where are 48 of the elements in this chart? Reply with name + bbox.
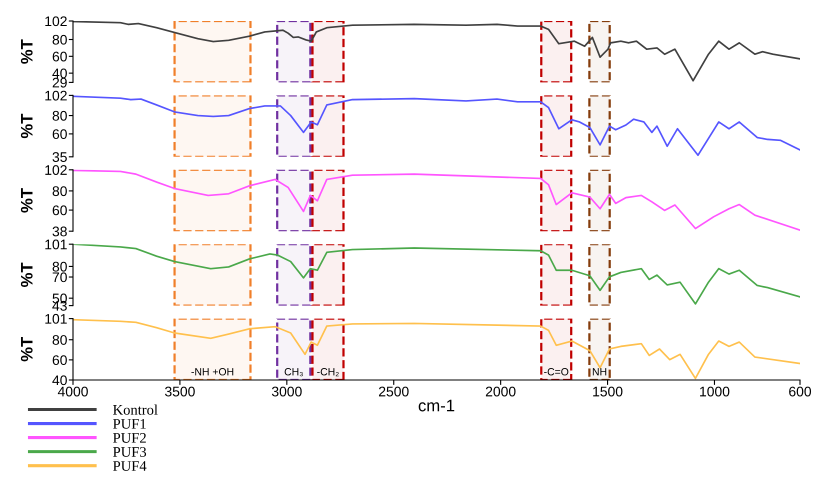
y-tick-label: 60 (52, 355, 67, 366)
y-axis-title: %T (20, 39, 33, 64)
y-tick-label: 38 (52, 226, 67, 236)
legend-label: PUF4 (113, 461, 146, 471)
y-tick-label: 40 (52, 375, 67, 386)
y-tick-label: 102 (45, 90, 67, 101)
y-tick-label: 80 (52, 34, 67, 45)
y-tick-label: 101 (45, 240, 67, 250)
x-tick-label: 4000 (58, 386, 88, 396)
y-tick-label: 102 (45, 165, 67, 175)
y-tick-label: 80 (52, 186, 67, 196)
line-series (73, 95, 800, 156)
band-label: CH₃ (284, 368, 303, 376)
y-tick-label: 40 (52, 68, 67, 78)
y-tick-label: 60 (52, 129, 67, 140)
x-tick-label: 1000 (700, 386, 730, 396)
x-tick-label: 2500 (378, 386, 409, 396)
y-tick-label: 70 (52, 272, 67, 282)
y-tick-label: 60 (52, 205, 67, 216)
y-tick-label: 102 (45, 16, 67, 26)
y-tick-label: 29 (52, 78, 67, 88)
x-tick-label: 1500 (593, 386, 622, 396)
legend-label: PUF3 (113, 447, 146, 457)
band-label: -NH +OH (191, 368, 234, 376)
y-tick-label: 101 (45, 314, 67, 324)
y-axis-title: %T (20, 262, 33, 287)
x-tick-label: 2000 (486, 386, 516, 396)
legend-label: PUF1 (113, 419, 146, 429)
y-axis-title: %T (20, 188, 33, 213)
y-tick-label: 80 (52, 110, 67, 121)
legend-label: Kontrol (113, 404, 158, 415)
line-series (73, 21, 800, 82)
line-series (73, 244, 800, 305)
y-tick-label: 35 (52, 152, 67, 162)
y-tick-label: 80 (52, 262, 67, 272)
x-tick-label: 600 (789, 386, 812, 396)
x-tick-label: 3000 (272, 386, 302, 396)
line-series (73, 170, 800, 231)
band-label: -C=O (544, 368, 568, 376)
y-tick-label: 80 (52, 335, 67, 345)
x-axis-title: cm-1 (418, 400, 454, 412)
band-label: -CH₂ (317, 368, 339, 376)
band-label: NH (592, 368, 606, 376)
x-tick-label: 3500 (164, 386, 195, 396)
y-axis-title: %T (20, 336, 33, 362)
legend-label: PUF2 (113, 433, 146, 443)
y-tick-label: 60 (52, 52, 67, 62)
y-axis-title: %T (20, 114, 33, 138)
